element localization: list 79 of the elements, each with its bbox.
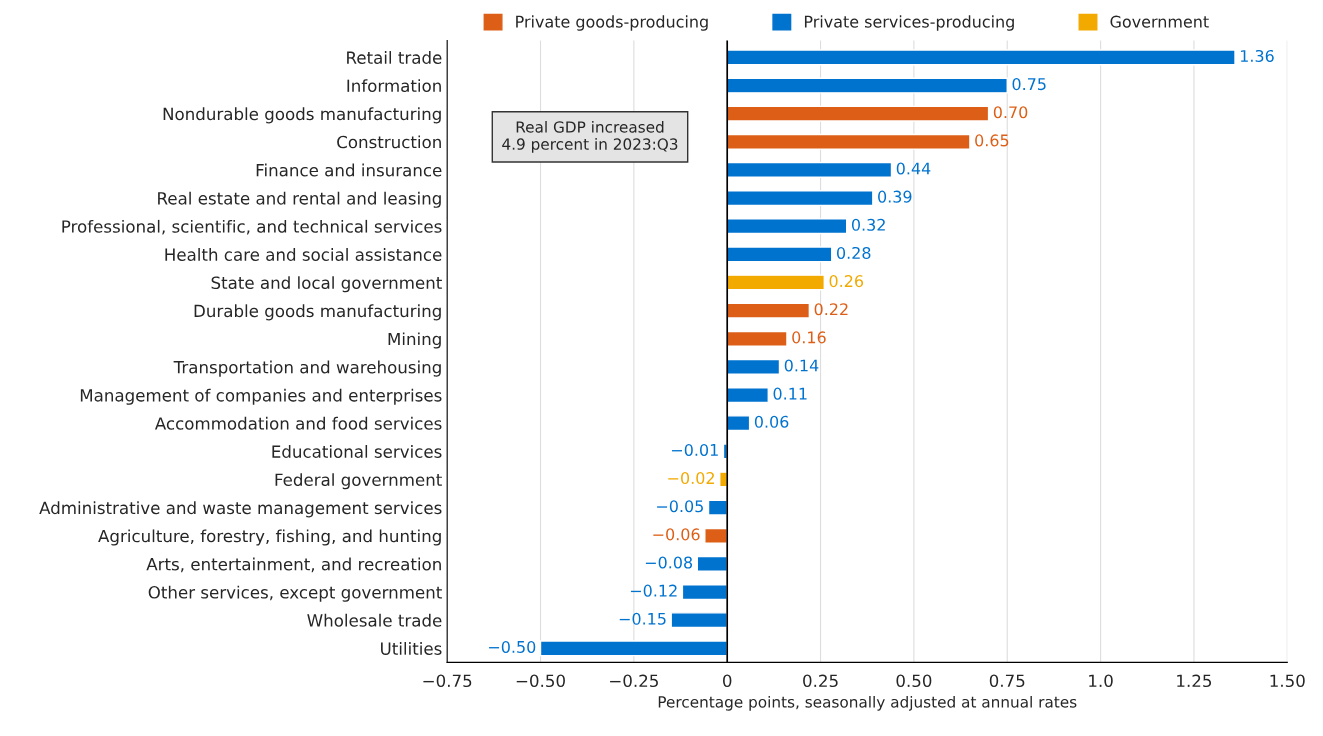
annotation: Real GDP increased 4.9 percent in 2023:Q3 — [502, 120, 678, 153]
bar — [726, 387, 769, 404]
bar — [704, 527, 728, 544]
y-tick-label: Retail trade — [347, 51, 442, 64]
x-tick-label: −0.25 — [610, 674, 658, 688]
y-tick-label: Construction — [337, 135, 441, 149]
data-label: 0.16 — [792, 331, 826, 344]
y-tick-label: Arts, entertainment, and recreation — [146, 557, 441, 573]
y-tick-label: Real estate and rental and leasing — [158, 191, 441, 208]
y-tick-label: Educational services — [272, 445, 442, 458]
data-label: 0.26 — [829, 275, 864, 288]
data-label: 0.22 — [814, 303, 848, 316]
data-label: −0.06 — [653, 528, 700, 541]
data-label: −0.02 — [668, 472, 714, 485]
y-tick-label: Other services, except government — [148, 585, 442, 602]
y-tick-label: Administrative and waste management services — [39, 501, 442, 518]
x-tick-label: 1.0 — [1089, 674, 1113, 688]
legend-label: Government — [1110, 15, 1209, 28]
y-tick-label: Agriculture, forestry, fishing, and hunting — [98, 529, 441, 546]
x-axis-title: Percentage points, seasonally adjusted at annual rates — [658, 695, 1077, 711]
bar — [726, 105, 990, 122]
x-tick-label: 1.50 — [1270, 674, 1305, 688]
y-tick-label: Federal government — [275, 473, 442, 490]
bar — [696, 555, 728, 572]
y-tick-label: Finance and insurance — [256, 163, 442, 177]
data-label: −0.01 — [672, 443, 718, 456]
bar — [726, 190, 874, 207]
y-tick-label: Wholesale trade — [307, 613, 442, 627]
bar — [726, 274, 825, 291]
y-tick-label: Mining — [388, 332, 441, 349]
data-label: −0.15 — [619, 612, 666, 625]
bar — [539, 640, 728, 657]
data-label: 0.70 — [993, 106, 1028, 119]
data-label: 1.36 — [1240, 49, 1274, 62]
bar — [670, 612, 728, 629]
y-tick-label: Durable goods manufacturing — [194, 304, 441, 321]
y-tick-label: State and local government — [211, 276, 442, 293]
x-tick-label: 1.25 — [1177, 674, 1212, 688]
x-tick-label: 0.50 — [896, 674, 932, 688]
y-tick-label: Management of companies and enterprises — [80, 388, 442, 405]
data-label: 0.75 — [1012, 78, 1046, 91]
bar — [726, 330, 788, 347]
bar — [726, 133, 971, 150]
data-label: 0.39 — [878, 190, 912, 203]
x-tick-label: −0.75 — [423, 674, 472, 688]
data-label: 0.44 — [896, 162, 931, 175]
bar — [726, 77, 1008, 94]
legend-label: Private services-producing — [804, 15, 1014, 31]
data-label: 0.06 — [754, 415, 789, 428]
bar — [681, 584, 728, 601]
bar — [726, 246, 833, 263]
y-tick-label: Professional, scientific, and technical services — [62, 219, 442, 235]
data-label: 0.32 — [851, 218, 885, 231]
data-label: −0.08 — [645, 556, 693, 569]
x-tick-label: 0.25 — [803, 674, 838, 688]
bar — [726, 49, 1236, 66]
y-tick-label: Health care and social assistance — [165, 248, 442, 261]
data-label: −0.12 — [630, 584, 677, 597]
x-tick-label: 0 — [723, 674, 732, 688]
bar — [726, 218, 848, 235]
bar — [726, 415, 751, 432]
y-tick-label: Utilities — [381, 642, 442, 655]
data-label: 0.14 — [784, 359, 819, 372]
x-tick-label: −0.50 — [516, 674, 565, 688]
data-label: −0.05 — [657, 500, 703, 513]
x-tick-label: 0.75 — [989, 674, 1025, 688]
data-label: 0.28 — [837, 246, 871, 259]
bar — [726, 161, 893, 178]
bar — [726, 302, 811, 319]
legend-label: Private goods-producing — [516, 15, 708, 31]
y-tick-label: Accommodation and food services — [154, 416, 442, 430]
data-label: 0.11 — [773, 387, 807, 400]
y-tick-label: Information — [347, 79, 441, 93]
y-tick-label: Transportation and warehousing — [173, 360, 441, 377]
bar — [726, 358, 781, 375]
y-tick-label: Nondurable goods manufacturing — [163, 107, 441, 124]
bar — [707, 499, 728, 516]
data-label: 0.65 — [975, 134, 1009, 147]
data-label: −0.50 — [489, 640, 536, 653]
